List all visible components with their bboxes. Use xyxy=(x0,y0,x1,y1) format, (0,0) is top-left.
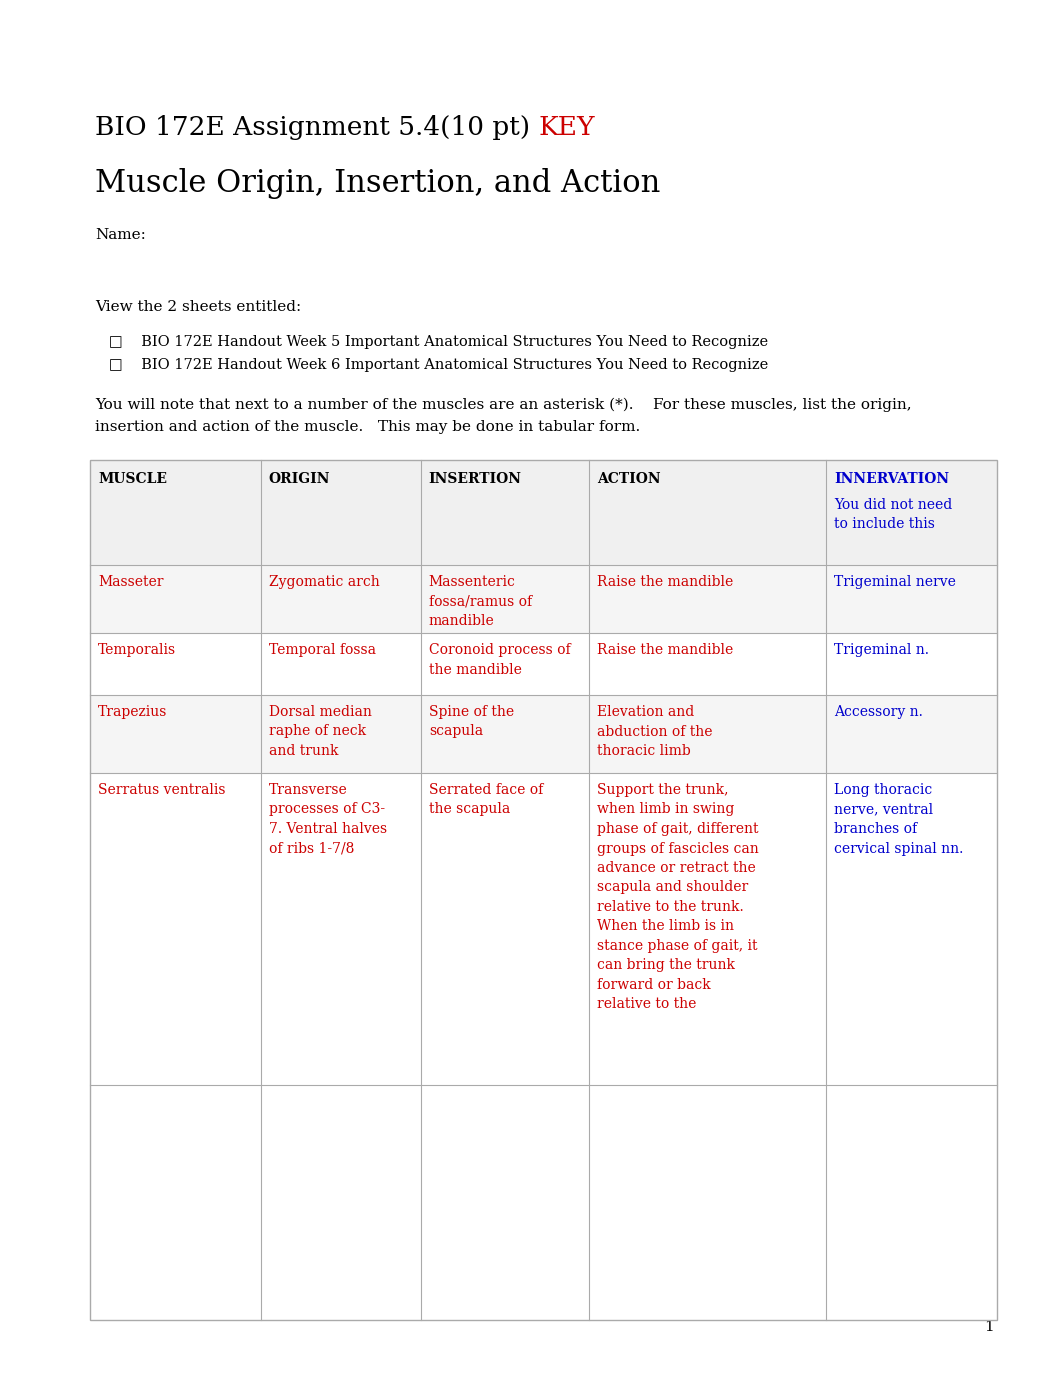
Text: Name:: Name: xyxy=(95,229,145,242)
Text: Serratus ventralis: Serratus ventralis xyxy=(98,784,225,797)
Text: Raise the mandible: Raise the mandible xyxy=(598,576,734,589)
Text: Dorsal median
raphe of neck
and trunk: Dorsal median raphe of neck and trunk xyxy=(269,705,372,757)
Text: Zygomatic arch: Zygomatic arch xyxy=(269,576,379,589)
Text: □    BIO 172E Handout Week 5 Important Anatomical Structures You Need to Recogni: □ BIO 172E Handout Week 5 Important Anat… xyxy=(95,335,768,348)
Text: Raise the mandible: Raise the mandible xyxy=(598,643,734,657)
Text: ACTION: ACTION xyxy=(598,472,661,486)
Bar xyxy=(90,460,997,1321)
Text: BIO 172E Assignment 5.4(10 pt): BIO 172E Assignment 5.4(10 pt) xyxy=(95,116,538,140)
Text: KEY: KEY xyxy=(538,116,595,140)
Text: insertion and action of the muscle.   This may be done in tabular form.: insertion and action of the muscle. This… xyxy=(95,420,640,434)
Text: Elevation and
abduction of the
thoracic limb: Elevation and abduction of the thoracic … xyxy=(598,705,713,757)
Text: Support the trunk,
when limb in swing
phase of gait, different
groups of fascicl: Support the trunk, when limb in swing ph… xyxy=(598,784,759,1012)
Text: Trigeminal nerve: Trigeminal nerve xyxy=(835,576,956,589)
Text: Temporalis: Temporalis xyxy=(98,643,176,657)
Text: INSERTION: INSERTION xyxy=(429,472,521,486)
Text: □    BIO 172E Handout Week 6 Important Anatomical Structures You Need to Recogni: □ BIO 172E Handout Week 6 Important Anat… xyxy=(95,358,768,372)
Bar xyxy=(90,565,997,633)
Text: Serrated face of
the scapula: Serrated face of the scapula xyxy=(429,784,543,817)
Text: Temporal fossa: Temporal fossa xyxy=(269,643,376,657)
Bar xyxy=(90,633,997,695)
Text: Coronoid process of
the mandible: Coronoid process of the mandible xyxy=(429,643,570,676)
Bar xyxy=(90,460,997,565)
Text: You will note that next to a number of the muscles are an asterisk (*).    For t: You will note that next to a number of t… xyxy=(95,398,911,412)
Text: Masseter: Masseter xyxy=(98,576,164,589)
Text: Accessory n.: Accessory n. xyxy=(835,705,923,719)
Text: Transverse
processes of C3-
7. Ventral halves
of ribs 1-7/8: Transverse processes of C3- 7. Ventral h… xyxy=(269,784,387,855)
Text: MUSCLE: MUSCLE xyxy=(98,472,167,486)
Text: Spine of the
scapula: Spine of the scapula xyxy=(429,705,514,738)
Text: Massenteric
fossa/ramus of
mandible: Massenteric fossa/ramus of mandible xyxy=(429,576,532,628)
Bar xyxy=(90,695,997,772)
Text: View the 2 sheets entitled:: View the 2 sheets entitled: xyxy=(95,300,302,314)
Text: Trigeminal n.: Trigeminal n. xyxy=(835,643,929,657)
Text: INNERVATION: INNERVATION xyxy=(835,472,949,486)
Text: Trapezius: Trapezius xyxy=(98,705,168,719)
Text: ORIGIN: ORIGIN xyxy=(269,472,330,486)
Text: Long thoracic
nerve, ventral
branches of
cervical spinal nn.: Long thoracic nerve, ventral branches of… xyxy=(835,784,963,855)
Bar xyxy=(90,772,997,1085)
Text: You did not need
to include this: You did not need to include this xyxy=(835,498,953,532)
Text: 1: 1 xyxy=(984,1321,994,1334)
Text: Muscle Origin, Insertion, and Action: Muscle Origin, Insertion, and Action xyxy=(95,168,661,200)
